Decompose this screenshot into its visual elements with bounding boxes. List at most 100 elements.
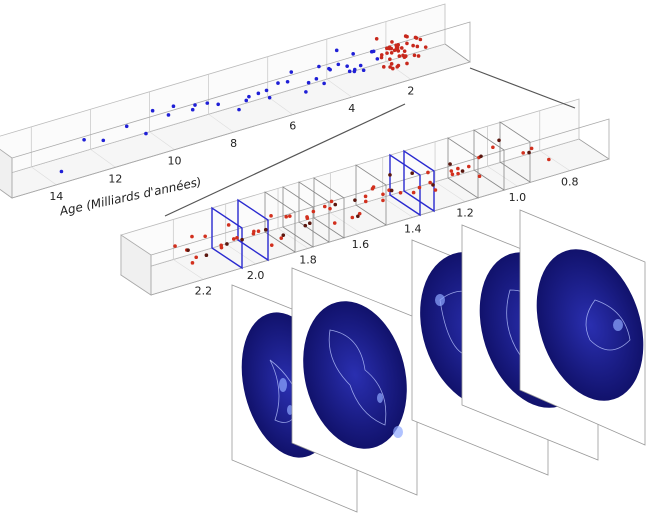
point [328, 206, 332, 211]
point [329, 199, 334, 204]
point [279, 236, 284, 240]
point [256, 229, 261, 233]
point [336, 62, 341, 67]
points [59, 34, 551, 265]
point [529, 146, 534, 151]
point [388, 173, 392, 177]
point [124, 124, 129, 129]
point [276, 81, 280, 85]
point [411, 190, 416, 195]
point [423, 45, 428, 49]
point [358, 63, 363, 68]
tick-mark [326, 78, 352, 98]
x-tick-label: 10 [168, 155, 182, 168]
point [449, 169, 454, 173]
point [456, 166, 460, 171]
point [322, 204, 327, 209]
point [306, 80, 311, 85]
point [410, 171, 414, 176]
point [216, 102, 220, 107]
point [204, 253, 209, 258]
point [226, 223, 231, 227]
point [267, 95, 272, 100]
point [190, 261, 195, 265]
x-tick-label: 1.4 [404, 222, 422, 235]
point [356, 214, 360, 219]
point [395, 65, 400, 69]
point [347, 69, 352, 74]
zoom-connectors [164, 67, 576, 217]
point [403, 34, 408, 38]
point [289, 70, 294, 74]
point [403, 54, 408, 58]
point [225, 242, 229, 246]
point [398, 190, 403, 195]
tick-mark [225, 243, 256, 265]
point [417, 185, 422, 190]
x-tick-label: 1.8 [299, 253, 317, 266]
point [390, 66, 395, 71]
point [353, 198, 357, 202]
x-tick-label: 12 [108, 172, 122, 185]
x-tick-label: 2.2 [195, 284, 213, 297]
point [456, 171, 460, 176]
point [428, 180, 432, 185]
point [388, 65, 392, 69]
x-tick-label: 2 [407, 85, 414, 98]
point [418, 37, 423, 42]
point [381, 192, 385, 197]
point [244, 98, 249, 103]
point [379, 53, 384, 57]
point [477, 174, 482, 179]
point [333, 202, 338, 207]
x-axis-label: Age (Milliards d'années) [57, 175, 202, 219]
point [392, 48, 397, 53]
x-tick-label: 1.6 [352, 238, 370, 251]
point [371, 185, 376, 189]
point [190, 107, 195, 112]
tick-mark [267, 96, 293, 115]
point [431, 183, 435, 187]
point [190, 234, 194, 239]
point [402, 49, 407, 53]
box-back [0, 3, 446, 177]
point [375, 57, 380, 61]
x-tick-label: 1.2 [456, 207, 474, 220]
x-tick-label: 14 [49, 190, 63, 203]
point [322, 81, 326, 86]
point [491, 145, 495, 150]
point [264, 88, 269, 93]
x-tick-label: 2.0 [247, 269, 265, 282]
tick-mark [90, 149, 116, 168]
point [460, 169, 465, 173]
point [334, 48, 339, 53]
point [240, 237, 244, 242]
point [415, 44, 420, 49]
point [251, 231, 256, 236]
point [527, 150, 531, 155]
point [194, 255, 199, 260]
tick-mark [382, 197, 413, 218]
point [303, 223, 308, 228]
point [433, 188, 438, 192]
point [363, 194, 368, 199]
point [352, 67, 357, 72]
point [405, 41, 409, 46]
point [285, 79, 290, 84]
point [381, 198, 385, 203]
x-tick-label: 4 [348, 102, 355, 115]
point [521, 151, 525, 155]
point [361, 68, 366, 73]
point [497, 138, 501, 143]
point [203, 234, 207, 239]
point [205, 101, 210, 105]
point [256, 91, 261, 96]
point [317, 64, 321, 69]
point [269, 214, 273, 218]
point [479, 154, 483, 159]
point [345, 64, 349, 68]
point [332, 221, 337, 225]
point [426, 170, 430, 175]
point [411, 43, 415, 48]
